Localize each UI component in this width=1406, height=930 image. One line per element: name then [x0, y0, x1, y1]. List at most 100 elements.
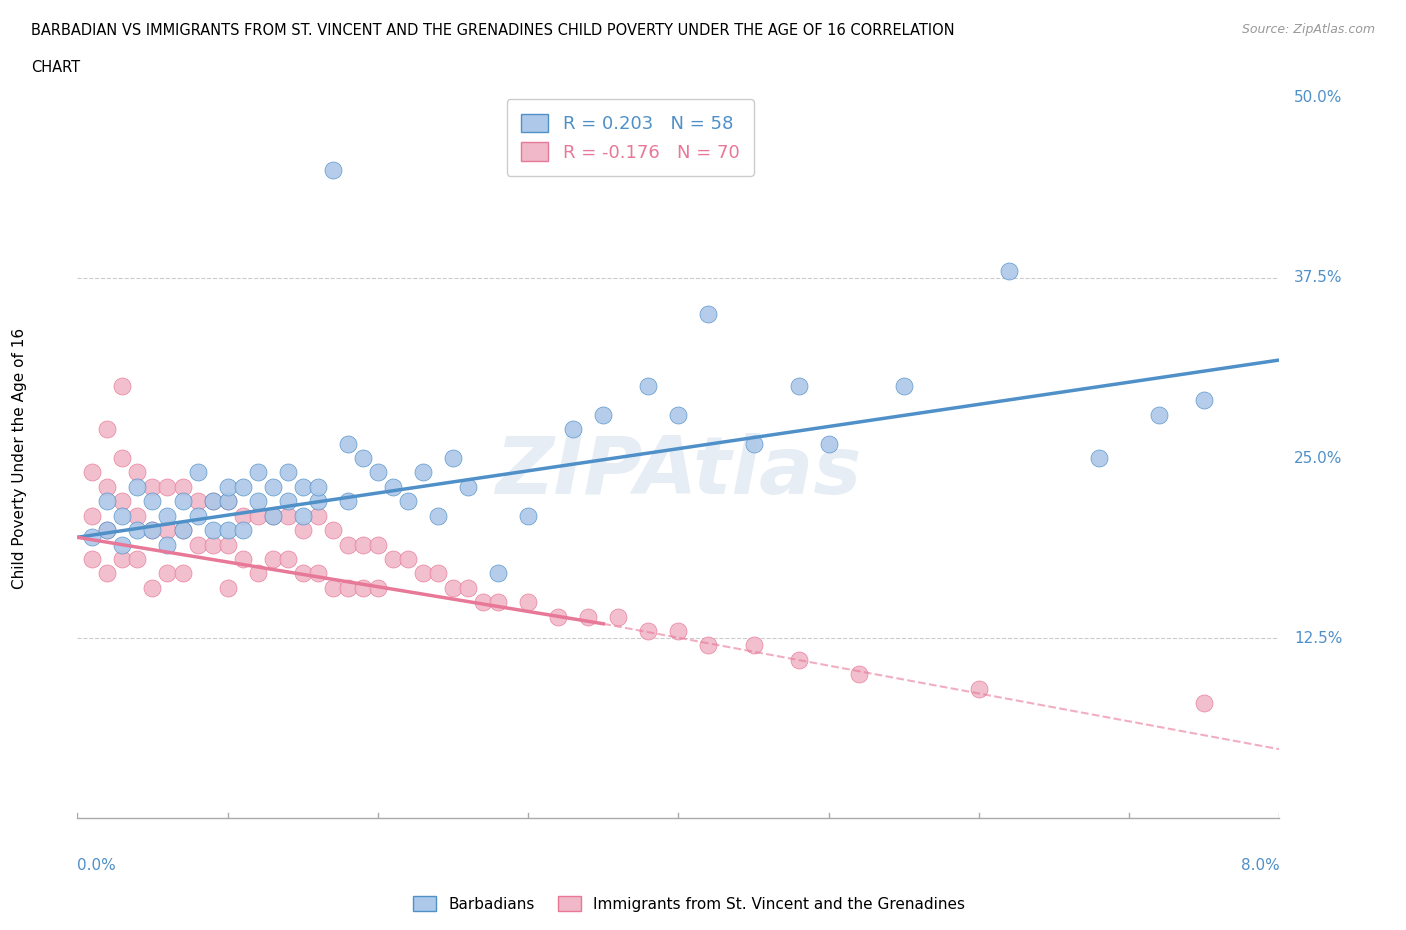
Point [82, 551, 104, 566]
Point [441, 580, 464, 595]
Point [217, 480, 239, 495]
Text: 12.5%: 12.5% [1294, 631, 1343, 645]
Point [322, 580, 344, 595]
Point [742, 436, 765, 451]
Point [262, 508, 284, 523]
Point [697, 638, 720, 653]
Point [201, 494, 224, 509]
Point [262, 551, 284, 566]
Point [262, 508, 284, 523]
Point [186, 538, 209, 552]
Point [967, 681, 990, 696]
Point [1194, 393, 1216, 408]
Text: 37.5%: 37.5% [1294, 271, 1343, 286]
Point [307, 508, 329, 523]
Point [381, 551, 404, 566]
Point [246, 465, 269, 480]
Text: Child Poverty Under the Age of 16: Child Poverty Under the Age of 16 [13, 327, 27, 589]
Point [141, 480, 163, 495]
Point [172, 523, 194, 538]
Point [246, 508, 269, 523]
Point [156, 523, 179, 538]
Point [111, 508, 134, 523]
Point [396, 494, 419, 509]
Point [998, 263, 1021, 278]
Point [787, 379, 810, 393]
Point [141, 523, 163, 538]
Point [172, 565, 194, 580]
Point [201, 494, 224, 509]
Point [637, 379, 659, 393]
Point [96, 480, 118, 495]
Point [592, 407, 614, 422]
Point [277, 551, 299, 566]
Point [427, 565, 450, 580]
Point [787, 653, 810, 668]
Point [246, 494, 269, 509]
Point [742, 638, 765, 653]
Text: 25.0%: 25.0% [1294, 450, 1343, 466]
Point [607, 609, 630, 624]
Point [336, 494, 359, 509]
Point [232, 523, 254, 538]
Point [441, 451, 464, 466]
Point [127, 551, 149, 566]
Point [396, 551, 419, 566]
Point [307, 494, 329, 509]
Point [232, 551, 254, 566]
Point [486, 565, 509, 580]
Point [82, 530, 104, 545]
Point [96, 523, 118, 538]
Point [277, 508, 299, 523]
Point [697, 307, 720, 322]
Point [457, 580, 479, 595]
Point [141, 523, 163, 538]
Point [352, 538, 374, 552]
Point [232, 508, 254, 523]
Point [201, 538, 224, 552]
Point [201, 523, 224, 538]
Point [322, 523, 344, 538]
Point [336, 580, 359, 595]
Point [262, 480, 284, 495]
Point [156, 565, 179, 580]
Point [277, 494, 299, 509]
Point [217, 494, 239, 509]
Point [172, 494, 194, 509]
Point [457, 480, 479, 495]
Text: 50.0%: 50.0% [1294, 90, 1343, 105]
Point [82, 508, 104, 523]
Point [1194, 696, 1216, 711]
Point [172, 480, 194, 495]
Point [291, 480, 314, 495]
Point [141, 494, 163, 509]
Text: Source: ZipAtlas.com: Source: ZipAtlas.com [1241, 23, 1375, 36]
Point [307, 480, 329, 495]
Point [186, 508, 209, 523]
Point [352, 451, 374, 466]
Point [277, 465, 299, 480]
Point [156, 508, 179, 523]
Point [246, 565, 269, 580]
Point [893, 379, 915, 393]
Text: 8.0%: 8.0% [1240, 858, 1279, 873]
Point [336, 436, 359, 451]
Point [217, 538, 239, 552]
Point [96, 523, 118, 538]
Point [186, 465, 209, 480]
Point [111, 379, 134, 393]
Text: CHART: CHART [31, 60, 80, 75]
Point [352, 580, 374, 595]
Point [82, 465, 104, 480]
Point [1149, 407, 1171, 422]
Point [576, 609, 599, 624]
Point [127, 523, 149, 538]
Point [141, 580, 163, 595]
Point [217, 580, 239, 595]
Legend: R = 0.203   N = 58, R = -0.176   N = 70: R = 0.203 N = 58, R = -0.176 N = 70 [506, 100, 754, 176]
Point [562, 422, 585, 437]
Point [172, 523, 194, 538]
Point [1088, 451, 1111, 466]
Point [96, 565, 118, 580]
Point [217, 523, 239, 538]
